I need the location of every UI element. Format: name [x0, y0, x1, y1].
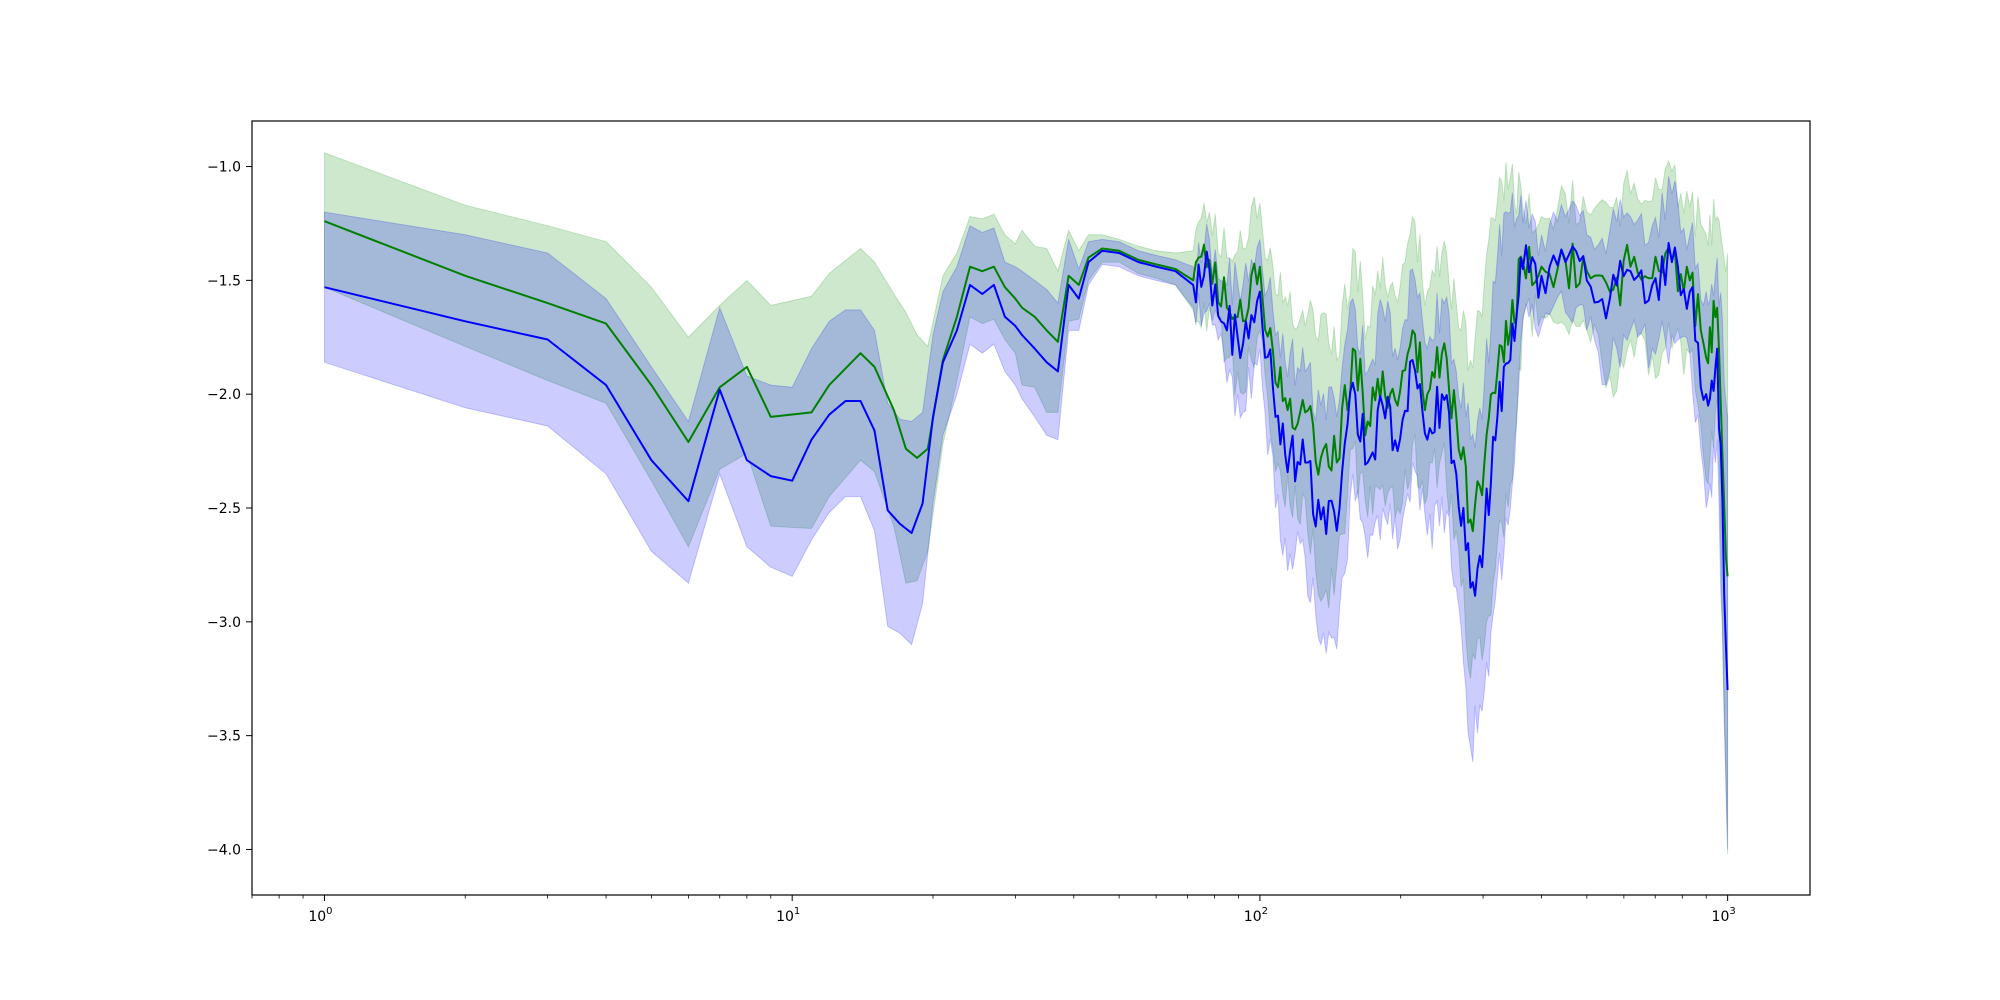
y-tick-label: −1.0	[207, 160, 241, 176]
y-tick-label: −2.5	[207, 501, 241, 517]
y-tick-label: −1.5	[207, 273, 241, 289]
confidence-bands	[324, 152, 1729, 855]
x-tick-label: 100	[308, 906, 332, 925]
series-1-line	[324, 220, 1729, 577]
series-1-band	[324, 152, 1729, 855]
x-tick-label: 103	[1712, 906, 1736, 925]
x-tick-label: 102	[1244, 906, 1268, 925]
series-2-band	[324, 176, 1729, 850]
series-2-line	[324, 242, 1729, 691]
y-tick-label: −3.0	[207, 615, 241, 631]
y-axis: −1.0 −1.5 −2.0 −2.5 −3.0 −3.5 −4.0	[207, 160, 252, 858]
y-tick-label: −2.0	[207, 387, 241, 403]
series-lines	[324, 220, 1729, 691]
y-tick-label: −3.5	[207, 729, 241, 745]
x-tick-label: 101	[776, 906, 800, 925]
x-axis: 100 101 102 103	[251, 895, 1736, 925]
y-tick-label: −4.0	[207, 842, 241, 858]
